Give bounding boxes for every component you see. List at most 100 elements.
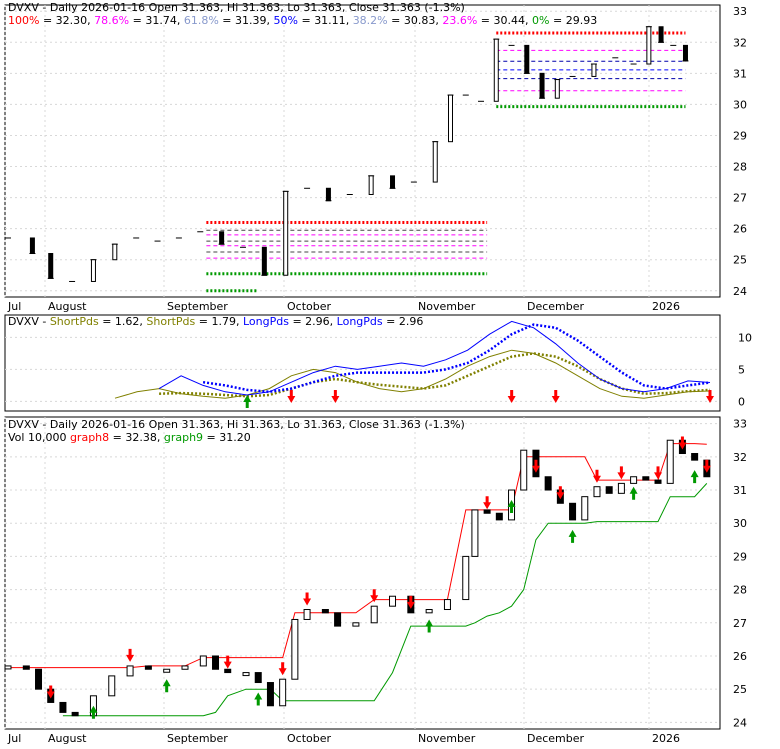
price-candle xyxy=(554,79,560,99)
price-candle xyxy=(605,486,613,494)
price-candle xyxy=(35,668,43,690)
title-part: = 1.62, xyxy=(99,315,147,328)
price-candle xyxy=(321,609,329,614)
fib-legend-label: 78.6% xyxy=(94,14,129,27)
price-grid xyxy=(4,5,720,297)
price-candle xyxy=(368,175,374,195)
y-tick-label: 33 xyxy=(733,5,747,18)
sell-arrow xyxy=(223,655,232,669)
price-candle xyxy=(691,453,699,461)
sell-arrow xyxy=(551,390,560,403)
fib-legend-value: 30.44 xyxy=(494,14,526,27)
price-candle xyxy=(261,246,267,276)
price-candle xyxy=(370,605,378,624)
x-tick-label: December xyxy=(527,300,585,313)
price-candle xyxy=(569,502,577,521)
price-candle xyxy=(591,63,597,77)
fib-levels xyxy=(206,31,686,293)
y-tick-label: 29 xyxy=(733,129,747,142)
title-part: DVXV - xyxy=(8,315,50,328)
oscillator-y-axis: 0 5 10 xyxy=(738,331,752,408)
price-candle xyxy=(219,231,225,245)
sell-arrow xyxy=(483,496,492,510)
x-tick-label: 2026 xyxy=(652,732,680,745)
fib-legend-sep: , xyxy=(87,14,94,27)
fib-legend-label: 0% xyxy=(532,14,549,27)
price-candle xyxy=(432,141,438,183)
title-part: graph8 xyxy=(70,431,109,444)
price-candle xyxy=(654,479,662,484)
price-candle xyxy=(112,243,118,261)
price-candle xyxy=(325,187,331,202)
fib-legend-sep: , xyxy=(177,14,184,27)
price-candle xyxy=(443,599,451,611)
fib-legend-value: 31.74 xyxy=(145,14,177,27)
price-candle xyxy=(539,72,545,99)
oscillator-line xyxy=(114,349,711,399)
oscillator-grid xyxy=(5,336,720,402)
price-candle xyxy=(266,682,274,707)
y-tick-label: 27 xyxy=(733,617,747,630)
y-tick-label: 10 xyxy=(738,331,752,344)
x-tick-label: September xyxy=(167,732,228,745)
fib-legend-sep: , xyxy=(267,14,274,27)
price-candle xyxy=(352,622,360,627)
price-candle xyxy=(642,476,650,481)
y-tick-label: 26 xyxy=(733,650,747,663)
price-stops-panel: 24 25 26 27 28 29 30 31 32 33 Jul August September O… xyxy=(4,416,747,745)
y-tick-label: 32 xyxy=(733,36,747,49)
price-panel-frame xyxy=(4,4,721,298)
price-candle xyxy=(544,476,552,491)
x-tick-label: Jul xyxy=(7,732,21,745)
title-part: LongPds xyxy=(337,315,383,328)
price-candle xyxy=(462,555,470,601)
x-tick-label: December xyxy=(527,732,585,745)
fib-legend-eq: = xyxy=(549,14,565,27)
y-tick-label: 24 xyxy=(733,285,747,298)
sell-arrow xyxy=(706,390,714,403)
oscillator-panel-frame xyxy=(4,314,721,412)
stops-panel-title: DVXV - Daily 2026-01-16 Open 31.363, Hi … xyxy=(8,418,465,431)
buy-arrow xyxy=(243,395,252,408)
price-candle xyxy=(242,672,250,677)
price-candle xyxy=(483,509,491,514)
title-part: LongPds xyxy=(243,315,289,328)
y-tick-label: 31 xyxy=(733,484,747,497)
x-tick-label: September xyxy=(167,300,228,313)
stops-signals xyxy=(46,436,711,719)
y-tick-label: 30 xyxy=(733,517,747,530)
buy-arrow xyxy=(690,470,699,484)
price-candle xyxy=(524,44,530,74)
price-candle xyxy=(22,665,30,670)
price-candle xyxy=(144,665,152,670)
price-candle xyxy=(283,190,289,276)
price-candle xyxy=(581,496,589,521)
fib-legend-value: 31.39 xyxy=(235,14,267,27)
price-candle xyxy=(279,678,287,707)
oscillator-line xyxy=(202,323,711,394)
title-part: graph9 xyxy=(164,431,203,444)
price-panel-title: DVXV - Daily 2026-01-16 Open 31.363, Hi … xyxy=(8,1,465,14)
price-candle xyxy=(646,26,652,65)
title-part: ShortPds xyxy=(50,315,99,328)
price-candle xyxy=(495,512,503,521)
sell-arrow xyxy=(617,466,626,480)
fib-legend-sep: , xyxy=(346,14,353,27)
stops-grid xyxy=(4,417,720,729)
graph8-line xyxy=(8,443,707,669)
y-tick-label: 25 xyxy=(733,683,747,696)
y-tick-label: 30 xyxy=(733,98,747,111)
fib-legend-eq: = xyxy=(129,14,145,27)
sell-arrow xyxy=(678,436,687,450)
sell-arrow xyxy=(46,685,55,699)
price-candle xyxy=(71,711,79,717)
y-tick-label: 24 xyxy=(733,716,747,729)
buy-arrow xyxy=(568,529,577,543)
price-candle xyxy=(163,668,171,673)
y-tick-label: 28 xyxy=(733,161,747,174)
buy-arrow xyxy=(254,692,263,706)
buy-arrow xyxy=(89,705,98,719)
price-candle xyxy=(630,476,638,484)
y-tick-label: 27 xyxy=(733,192,747,205)
sell-arrow xyxy=(278,662,287,676)
